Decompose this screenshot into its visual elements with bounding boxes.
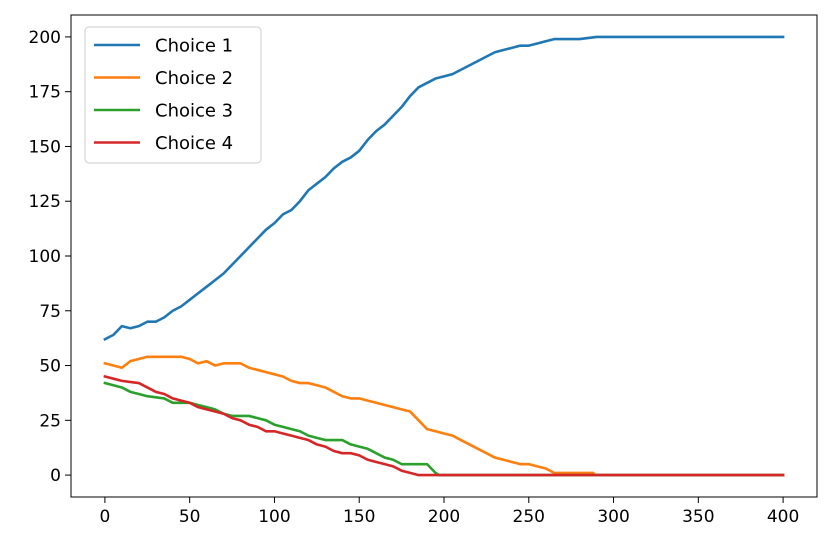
x-tick-label: 300: [597, 507, 629, 527]
y-tick-label: 200: [29, 28, 61, 48]
legend: Choice 1 Choice 2 Choice 3 Choice 4: [84, 26, 262, 164]
x-tick-label: 250: [513, 507, 545, 527]
series-line-choice-2: [103, 355, 785, 477]
y-tick-label: 0: [50, 466, 61, 486]
legend-label-choice-4: Choice 4: [155, 133, 233, 154]
x-tick-label: 100: [258, 507, 290, 527]
y-tick-label: 175: [29, 83, 61, 103]
x-tick-label: 200: [428, 507, 460, 527]
y-tick-label: 50: [39, 357, 61, 377]
y-tick-label: 75: [39, 302, 61, 322]
legend-label-choice-3: Choice 3: [155, 101, 233, 122]
y-tick-label: 150: [29, 137, 61, 157]
legend-label-choice-1: Choice 1: [155, 36, 233, 57]
y-tick-label: 125: [29, 192, 61, 212]
x-tick-label: 350: [682, 507, 714, 527]
legend-label-choice-2: Choice 2: [155, 68, 233, 89]
x-tick-label: 150: [343, 507, 375, 527]
legend-box: [84, 26, 262, 164]
series-line-choice-3: [103, 381, 785, 477]
x-tick-label: 0: [99, 507, 110, 527]
y-axis: 0 25 50 75 100 125 150 175 200: [29, 28, 71, 486]
series-line-choice-1: [103, 35, 785, 342]
y-tick-label: 25: [39, 411, 61, 431]
series-layer: [103, 35, 785, 477]
x-axis: 0 50 100 150 200 250 300 350 400: [99, 497, 799, 527]
y-tick-label: 100: [29, 247, 61, 267]
series-line-choice-4: [103, 374, 785, 477]
x-tick-label: 50: [179, 507, 201, 527]
x-tick-label: 400: [767, 507, 799, 527]
